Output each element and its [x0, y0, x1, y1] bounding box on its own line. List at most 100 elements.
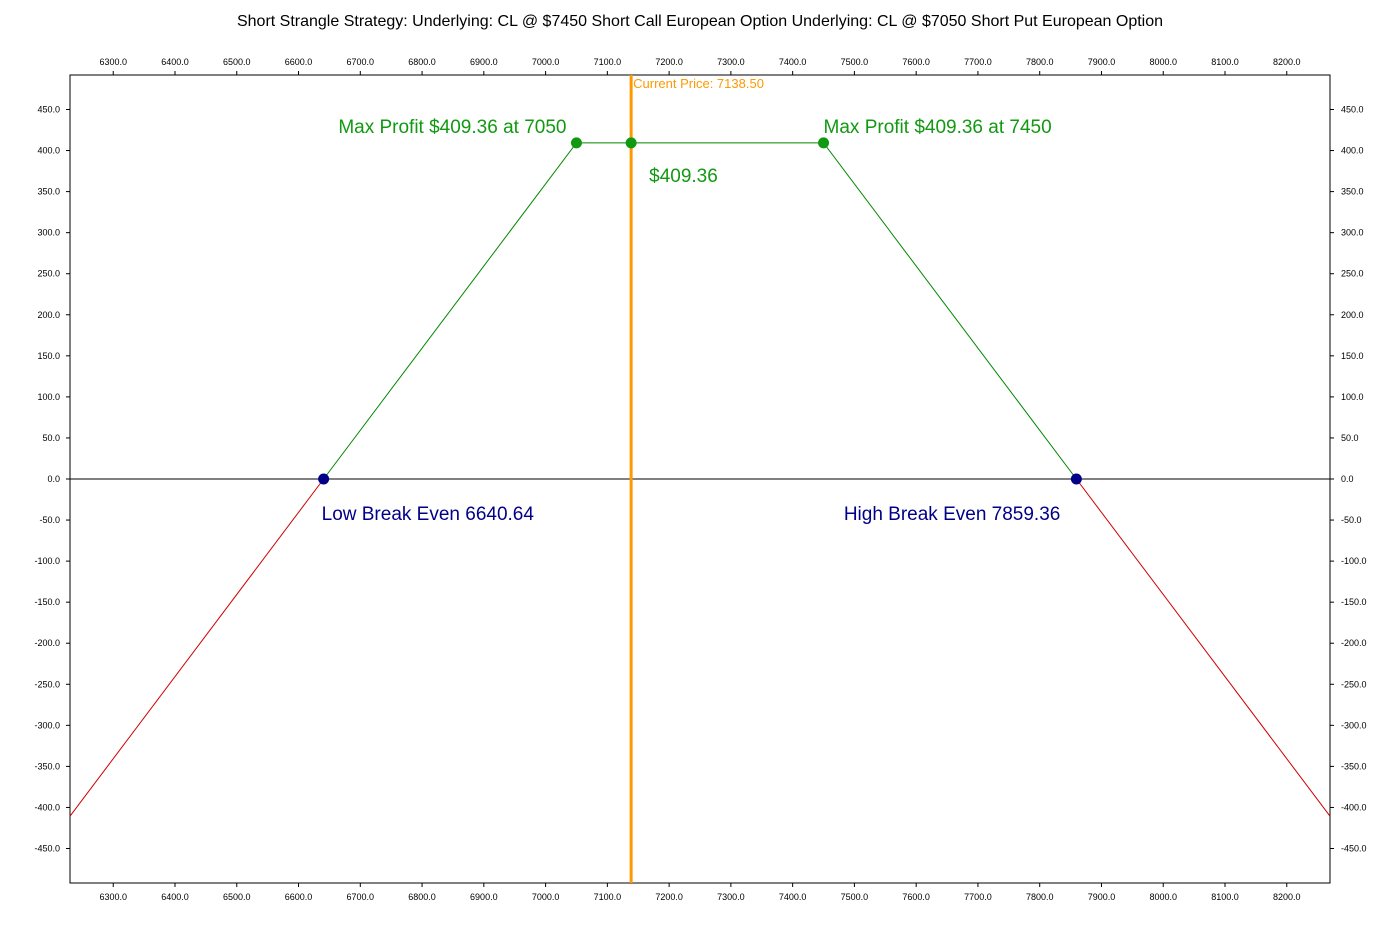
annotation-current: $409.36 — [649, 166, 718, 187]
payoff-marker — [625, 137, 637, 149]
x-tick-label-bottom: 6700.0 — [347, 892, 375, 902]
y-tick-label-right: 400.0 — [1341, 146, 1364, 156]
x-tick-label-bottom: 8200.0 — [1273, 892, 1301, 902]
x-tick-label-top: 6800.0 — [408, 57, 436, 67]
y-tick-label-right: 300.0 — [1341, 228, 1364, 238]
x-tick-label-top: 7300.0 — [717, 57, 745, 67]
y-tick-label-left: 150.0 — [37, 351, 60, 361]
y-tick-label-left: 400.0 — [37, 146, 60, 156]
x-tick-label-bottom: 7600.0 — [902, 892, 930, 902]
x-tick-label-bottom: 6600.0 — [285, 892, 313, 902]
y-tick-label-right: -300.0 — [1341, 720, 1367, 730]
y-tick-label-right: 50.0 — [1341, 433, 1359, 443]
y-tick-label-right: 0.0 — [1341, 474, 1354, 484]
x-tick-label-bottom: 6800.0 — [408, 892, 436, 902]
x-axis-top: 6300.0 6400.0 6500.0 6600.0 6700.0 6800.0 6900… — [99, 57, 1301, 75]
y-tick-label-right: -250.0 — [1341, 679, 1367, 689]
x-tick-label-top: 7000.0 — [532, 57, 560, 67]
y-axis-left: 450.0 400.0 350.0 300.0 250.0 200.0 150.0 100.0… — [34, 104, 70, 854]
y-tick-label-left: 100.0 — [37, 392, 60, 402]
payoff-marker — [570, 137, 582, 149]
x-tick-label-top: 7200.0 — [655, 57, 683, 67]
y-tick-label-left: -350.0 — [34, 761, 60, 771]
y-tick-label-right: -50.0 — [1341, 515, 1362, 525]
chart-title: Short Strangle Strategy: Underlying: CL … — [236, 13, 1164, 30]
payoff-annotations: Max Profit $409.36 at 7050 Max Profit $40… — [322, 117, 1061, 525]
annotation-low-be: Low Break Even 6640.64 — [322, 504, 535, 525]
annotation-right-max: Max Profit $409.36 at 7450 — [824, 117, 1052, 138]
y-tick-label-left: -150.0 — [34, 597, 60, 607]
payoff-series — [69, 142, 1331, 817]
payoff-line-segment — [323, 142, 1077, 480]
x-tick-label-bottom: 8100.0 — [1211, 892, 1239, 902]
x-tick-label-bottom: 7100.0 — [594, 892, 622, 902]
payoff-line-segment — [1075, 478, 1331, 817]
x-tick-label-top: 6700.0 — [347, 57, 375, 67]
x-tick-label-top: 7100.0 — [594, 57, 622, 67]
x-tick-label-bottom: 7400.0 — [779, 892, 807, 902]
y-tick-label-left: -400.0 — [34, 802, 60, 812]
y-tick-label-left: 50.0 — [42, 433, 60, 443]
current-price-label: Current Price: 7138.50 — [633, 76, 764, 91]
x-tick-label-bottom: 6900.0 — [470, 892, 498, 902]
y-tick-label-right: 250.0 — [1341, 269, 1364, 279]
y-tick-label-left: 0.0 — [47, 474, 60, 484]
x-tick-label-bottom: 7800.0 — [1026, 892, 1054, 902]
y-tick-label-left: -300.0 — [34, 720, 60, 730]
y-tick-label-left: -100.0 — [34, 556, 60, 566]
x-tick-label-bottom: 7200.0 — [655, 892, 683, 902]
y-axis-right: 450.0 400.0 350.0 300.0 250.0 200.0 150.0 100.0… — [1330, 104, 1367, 854]
y-tick-label-left: -200.0 — [34, 638, 60, 648]
y-tick-label-left: -250.0 — [34, 679, 60, 689]
y-tick-label-left: 450.0 — [37, 104, 60, 114]
x-tick-label-top: 7400.0 — [779, 57, 807, 67]
y-tick-label-right: -100.0 — [1341, 556, 1367, 566]
x-tick-label-top: 7500.0 — [841, 57, 869, 67]
x-axis-bottom: 6300.0 6400.0 6500.0 6600.0 6700.0 6800.0 6900… — [99, 883, 1301, 902]
annotation-high-be: High Break Even 7859.36 — [844, 504, 1061, 525]
y-tick-label-left: 250.0 — [37, 269, 60, 279]
y-tick-label-right: -350.0 — [1341, 761, 1367, 771]
x-tick-label-top: 7600.0 — [902, 57, 930, 67]
payoff-marker — [318, 473, 330, 485]
x-tick-label-top: 6300.0 — [99, 57, 127, 67]
x-tick-label-top: 6400.0 — [161, 57, 189, 67]
x-tick-label-top: 7700.0 — [964, 57, 992, 67]
y-tick-label-left: 350.0 — [37, 187, 60, 197]
payoff-marker — [818, 137, 830, 149]
x-tick-label-bottom: 7000.0 — [532, 892, 560, 902]
x-tick-label-top: 6600.0 — [285, 57, 313, 67]
y-tick-label-right: -400.0 — [1341, 802, 1367, 812]
current-price-group: Current Price: 7138.50 — [629, 75, 764, 883]
x-tick-label-bottom: 6300.0 — [99, 892, 127, 902]
y-tick-label-right: 350.0 — [1341, 187, 1364, 197]
y-tick-label-right: -450.0 — [1341, 844, 1367, 854]
payoff-markers — [318, 137, 1082, 485]
y-tick-label-right: -150.0 — [1341, 597, 1367, 607]
x-tick-label-bottom: 7700.0 — [964, 892, 992, 902]
x-tick-label-bottom: 7300.0 — [717, 892, 745, 902]
x-tick-label-bottom: 7900.0 — [1088, 892, 1116, 902]
x-tick-label-top: 8100.0 — [1211, 57, 1239, 67]
payoff-marker — [1070, 473, 1082, 485]
x-tick-label-top: 8000.0 — [1149, 57, 1177, 67]
x-tick-label-top: 6900.0 — [470, 57, 498, 67]
x-tick-label-bottom: 6400.0 — [161, 892, 189, 902]
y-tick-label-left: -450.0 — [34, 844, 60, 854]
y-tick-label-right: 200.0 — [1341, 310, 1364, 320]
y-tick-label-right: 100.0 — [1341, 392, 1364, 402]
y-tick-label-right: -200.0 — [1341, 638, 1367, 648]
y-tick-label-right: 150.0 — [1341, 351, 1364, 361]
x-tick-label-top: 6500.0 — [223, 57, 251, 67]
annotation-left-max: Max Profit $409.36 at 7050 — [338, 117, 566, 138]
payoff-line-segment — [69, 478, 325, 817]
x-tick-label-bottom: 7500.0 — [841, 892, 869, 902]
x-tick-label-bottom: 6500.0 — [223, 892, 251, 902]
x-tick-label-top: 8200.0 — [1273, 57, 1301, 67]
y-tick-label-left: -50.0 — [39, 515, 60, 525]
y-tick-label-right: 450.0 — [1341, 104, 1364, 114]
y-tick-label-left: 200.0 — [37, 310, 60, 320]
x-tick-label-top: 7900.0 — [1088, 57, 1116, 67]
x-tick-label-top: 7800.0 — [1026, 57, 1054, 67]
